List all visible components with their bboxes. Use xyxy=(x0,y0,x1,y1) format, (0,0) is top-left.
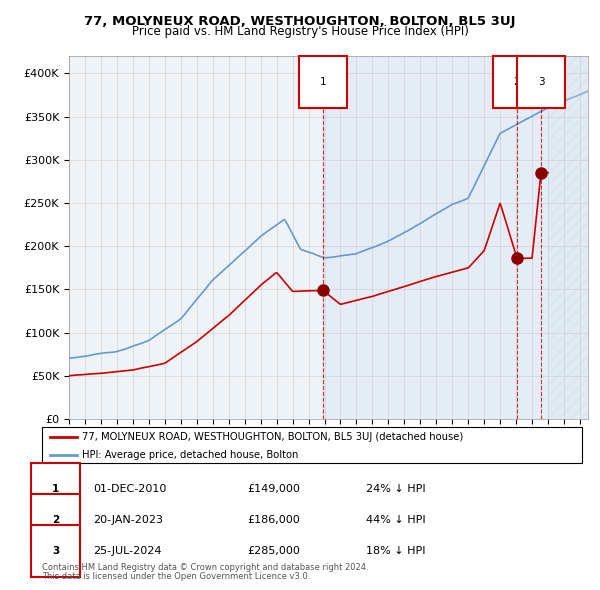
Text: 2: 2 xyxy=(514,77,520,87)
Text: 18% ↓ HPI: 18% ↓ HPI xyxy=(366,546,425,556)
Text: 2: 2 xyxy=(52,515,59,525)
Text: HPI: Average price, detached house, Bolton: HPI: Average price, detached house, Bolt… xyxy=(83,450,299,460)
Bar xyxy=(323,56,548,419)
Text: 44% ↓ HPI: 44% ↓ HPI xyxy=(366,515,425,525)
Text: 20-JAN-2023: 20-JAN-2023 xyxy=(94,515,163,525)
Text: 77, MOLYNEUX ROAD, WESTHOUGHTON, BOLTON, BL5 3UJ (detached house): 77, MOLYNEUX ROAD, WESTHOUGHTON, BOLTON,… xyxy=(83,432,464,442)
Text: 1: 1 xyxy=(320,77,326,87)
Text: 01-DEC-2010: 01-DEC-2010 xyxy=(94,484,167,493)
Text: 3: 3 xyxy=(538,77,544,87)
Text: 25-JUL-2024: 25-JUL-2024 xyxy=(94,546,162,556)
Text: Contains HM Land Registry data © Crown copyright and database right 2024.: Contains HM Land Registry data © Crown c… xyxy=(42,563,368,572)
Text: £186,000: £186,000 xyxy=(247,515,300,525)
Text: Price paid vs. HM Land Registry's House Price Index (HPI): Price paid vs. HM Land Registry's House … xyxy=(131,25,469,38)
FancyBboxPatch shape xyxy=(42,427,582,463)
Text: This data is licensed under the Open Government Licence v3.0.: This data is licensed under the Open Gov… xyxy=(42,572,310,581)
Text: £149,000: £149,000 xyxy=(247,484,300,493)
Bar xyxy=(548,56,588,419)
Text: 77, MOLYNEUX ROAD, WESTHOUGHTON, BOLTON, BL5 3UJ: 77, MOLYNEUX ROAD, WESTHOUGHTON, BOLTON,… xyxy=(84,15,516,28)
Text: 3: 3 xyxy=(52,546,59,556)
Text: 1: 1 xyxy=(52,484,59,493)
Text: £285,000: £285,000 xyxy=(247,546,300,556)
Text: 24% ↓ HPI: 24% ↓ HPI xyxy=(366,484,425,493)
